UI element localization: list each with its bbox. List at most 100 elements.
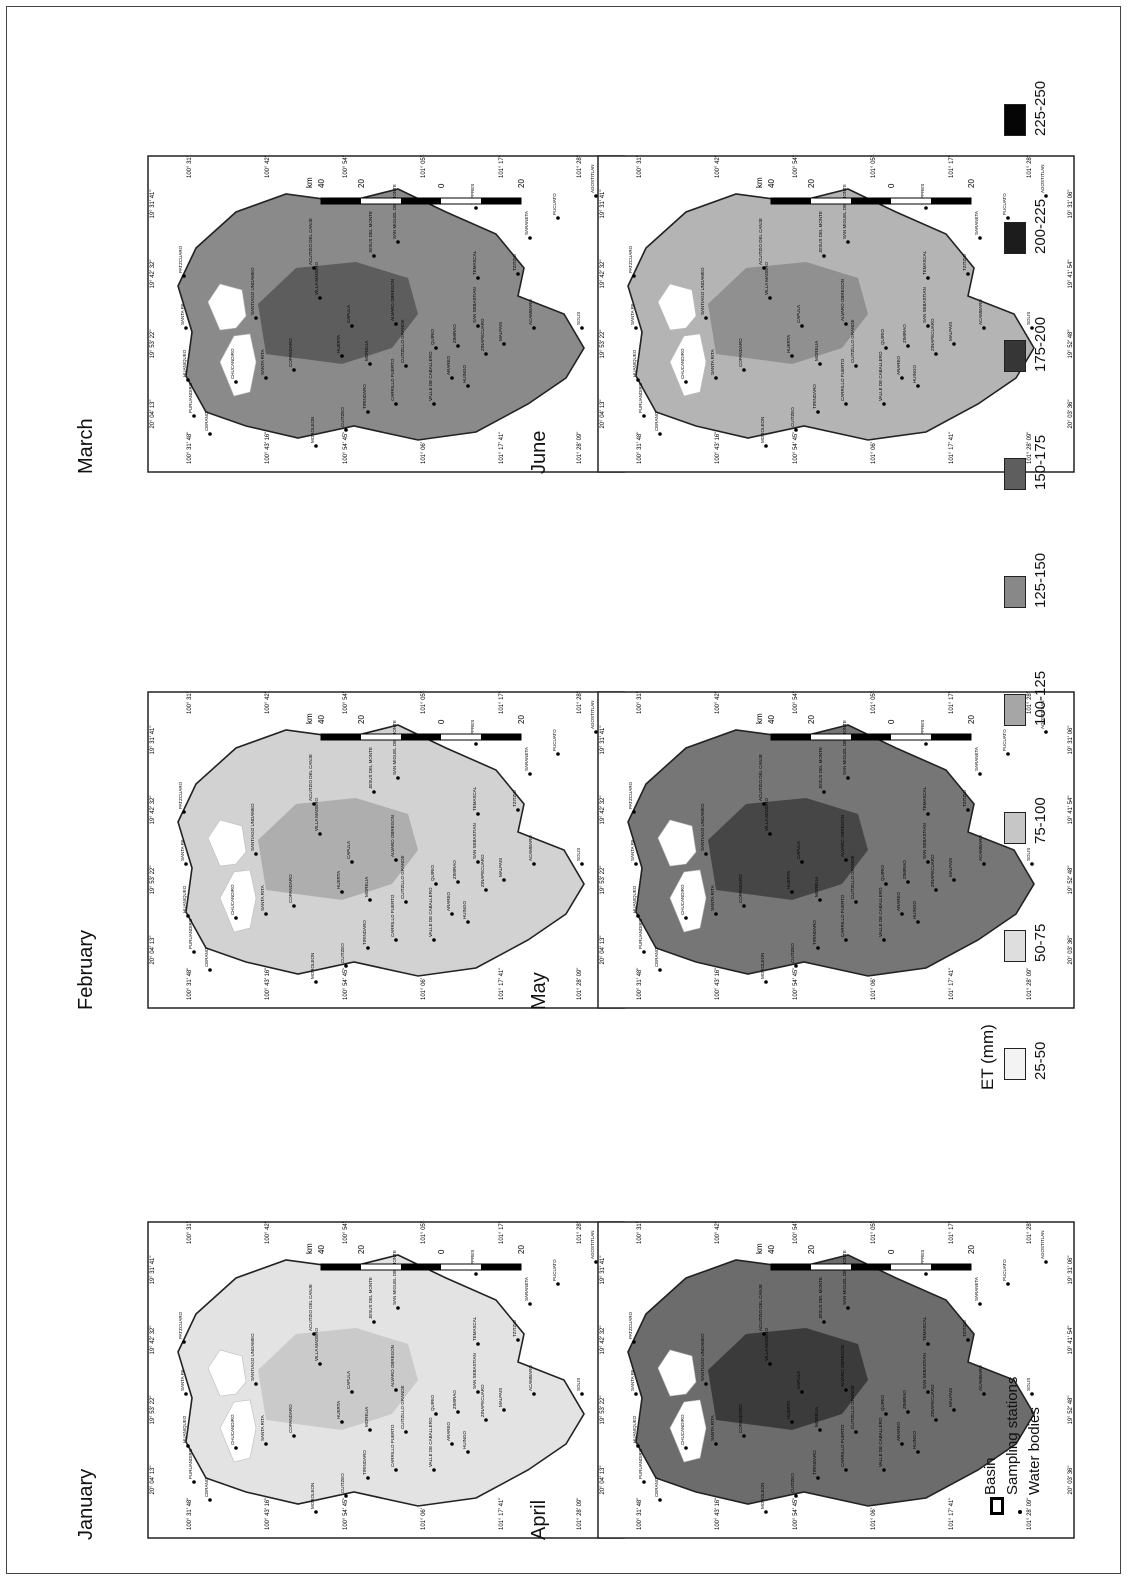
sampling-station-marker: [264, 376, 268, 380]
scale-bar-segment: [851, 734, 891, 740]
station-label: CAPULA: [796, 841, 801, 859]
station-label: TEMASCAL: [472, 250, 477, 275]
lon-tick-label: 100° 54' 21": [793, 154, 799, 178]
sampling-station-marker: [704, 316, 708, 320]
sampling-station-marker: [394, 858, 398, 862]
sampling-station-marker: [906, 880, 910, 884]
sampling-station-marker: [854, 900, 858, 904]
scale-tick-label: 0: [437, 1249, 446, 1254]
station-label: SAN MIGUEL DEL MONTE: [842, 184, 847, 239]
sampling-station-marker: [208, 1498, 212, 1502]
sampling-station-marker: [366, 946, 370, 950]
station-label: ALVARO OBREGON: [390, 279, 395, 321]
sampling-station-marker: [934, 888, 938, 892]
sampling-station-marker: [182, 1340, 186, 1344]
station-label: CARRILLO PUERTO: [840, 358, 845, 401]
legend-swatch: [1004, 104, 1026, 136]
sampling-station-marker: [594, 1260, 598, 1264]
sampling-station-marker: [816, 1476, 820, 1480]
station-label: SOLIS: [576, 848, 581, 861]
station-label: SANTA FE: [630, 1370, 635, 1391]
lat-tick-label: 20° 03' 36": [1068, 399, 1074, 428]
sampling-station-marker: [368, 1428, 372, 1432]
lat-tick-label: 19° 53' 22": [150, 329, 156, 358]
lat-tick-label: 19° 31' 41": [600, 725, 606, 754]
lon-tick-label: 101° 06' 12": [421, 968, 427, 1000]
sampling-station-marker: [966, 1338, 970, 1342]
lon-tick-label: 101° 17' 13": [499, 154, 505, 178]
sampling-station-marker: [450, 912, 454, 916]
station-label: SARANETA: [974, 747, 979, 771]
station-label: SOLIS: [576, 1378, 581, 1391]
station-label: MORELIA: [364, 877, 369, 897]
station-label: MOROLEON: [760, 417, 765, 443]
sampling-station-marker: [484, 888, 488, 892]
station-label: SAN SEBASTIAN: [472, 287, 477, 323]
scale-tick-label: 0: [437, 183, 446, 188]
sampling-station-marker: [318, 1362, 322, 1366]
lat-tick-label: 19° 42' 32": [150, 1325, 156, 1354]
legend-swatch: [1004, 576, 1026, 608]
lon-tick-label: 101° 17' 41": [949, 432, 955, 464]
sampling-station-marker: [372, 254, 376, 258]
station-label: MORELIA: [814, 877, 819, 897]
sampling-station-marker: [340, 1420, 344, 1424]
sampling-station-marker: [254, 852, 258, 856]
sampling-station-marker: [924, 1272, 928, 1276]
station-label: SOLIS: [576, 312, 581, 325]
sampling-station-marker: [292, 368, 296, 372]
sampling-station-marker: [636, 378, 640, 382]
sampling-station-marker: [350, 1390, 354, 1394]
station-label: PATZCUARO: [178, 781, 183, 809]
sampling-station-marker: [372, 1320, 376, 1324]
scale-tick-label: 20: [517, 715, 526, 724]
legend-class-label: 175-200: [1032, 316, 1049, 372]
station-label: TEMASCAL: [472, 1316, 477, 1341]
sampling-station-marker: [556, 1282, 560, 1286]
station-label: SARANETA: [524, 211, 529, 235]
sampling-station-marker: [1030, 326, 1034, 330]
sampling-station-marker: [934, 352, 938, 356]
sampling-station-marker: [434, 346, 438, 350]
scale-tick-label: 20: [807, 715, 816, 724]
sampling-station-marker: [318, 296, 322, 300]
lat-tick-label: 19° 31' 41": [600, 1255, 606, 1284]
sampling-station-marker: [926, 860, 930, 864]
station-label: PUCUATO: [1002, 729, 1007, 751]
lon-tick-label: 100° 31' 48": [187, 1498, 193, 1530]
scale-bar-segment: [931, 198, 971, 204]
station-label: HUANIQUEO: [182, 885, 187, 913]
station-label: ZINAPECUARO: [480, 1384, 485, 1417]
sampling-station-marker: [450, 1442, 454, 1446]
sampling-station-marker: [432, 1468, 436, 1472]
sampling-station-marker: [846, 1306, 850, 1310]
lon-tick-label: 101° 28' 39": [1027, 1220, 1033, 1244]
lon-tick-label: 100° 31' 48": [187, 432, 193, 464]
station-label: HUERTA: [786, 1401, 791, 1419]
lon-tick-label: 100° 43' 16": [265, 432, 271, 464]
scale-bar-segment: [771, 198, 811, 204]
sampling-station-marker: [264, 1442, 268, 1446]
lon-tick-label: 101° 06' 12": [421, 432, 427, 464]
station-label: MORELIA: [814, 1407, 819, 1427]
station-label: ACAMBARO: [978, 1365, 983, 1391]
sampling-station-marker: [926, 324, 930, 328]
sampling-station-marker: [476, 860, 480, 864]
station-label: PATZCUARO: [178, 245, 183, 273]
sampling-station-marker: [916, 1450, 920, 1454]
sampling-station-marker: [556, 752, 560, 756]
station-label: AGOSTITLAN: [1040, 700, 1045, 729]
station-label: ACUITZIO DEL CANJE: [308, 1284, 313, 1331]
lon-tick-label: 100° 42' 55": [265, 690, 271, 714]
station-label: AGOSTITLAN: [1040, 164, 1045, 193]
lon-tick-label: 101° 28' 39": [577, 154, 583, 178]
sampling-station-marker: [1044, 1260, 1048, 1264]
sampling-station-marker: [466, 384, 470, 388]
sampling-station-marker: [312, 1332, 316, 1336]
sampling-station-marker: [580, 1392, 584, 1396]
station-label: TUPPRES: [920, 1250, 925, 1271]
station-label: SARANETA: [524, 747, 529, 771]
station-label: QUIRIO: [880, 328, 885, 345]
